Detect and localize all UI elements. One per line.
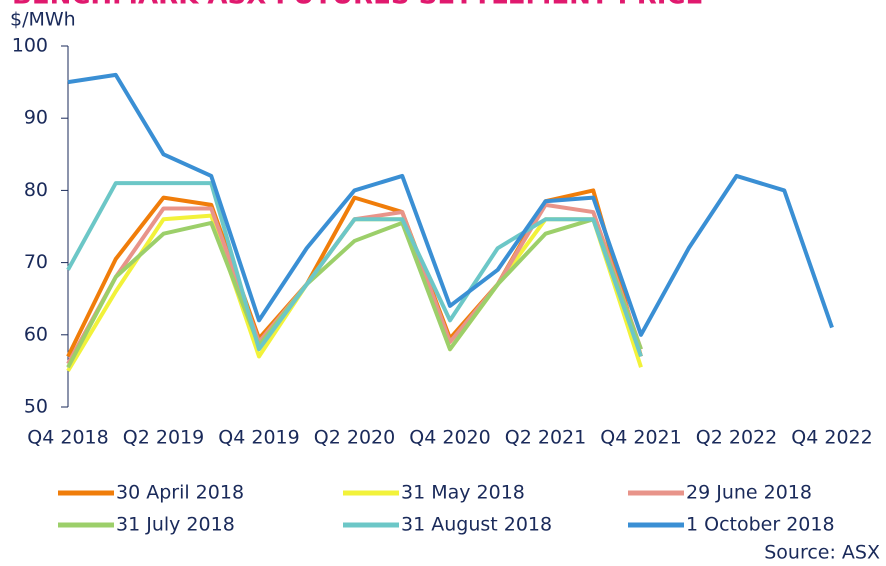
x-tick-label: Q4 2019 — [218, 427, 299, 449]
y-tick-label: 100 — [12, 35, 48, 57]
legend-label: 31 July 2018 — [116, 514, 235, 536]
y-tick-label: 60 — [24, 323, 48, 345]
legend-label: 30 April 2018 — [116, 482, 244, 504]
line — [66, 181, 643, 358]
legend-label: 31 August 2018 — [401, 514, 552, 536]
x-tick-label: Q2 2021 — [505, 427, 586, 449]
x-tick-label: Q4 2018 — [27, 427, 108, 449]
y-axis-label: $/MWh — [10, 9, 76, 31]
y-tick-label: 50 — [24, 396, 48, 418]
legend-label: 31 May 2018 — [401, 482, 525, 504]
y-tick-label: 80 — [24, 179, 48, 201]
x-tick-label: Q2 2019 — [123, 427, 204, 449]
x-tick-label: Q2 2022 — [696, 427, 777, 449]
line — [66, 188, 643, 358]
x-tick-label: Q2 2020 — [314, 427, 395, 449]
line — [67, 72, 834, 337]
y-tick-label: 70 — [24, 251, 48, 273]
legend-label: 29 June 2018 — [686, 482, 812, 504]
x-tick-label: Q4 2021 — [600, 427, 681, 449]
x-tick-label: Q4 2020 — [409, 427, 490, 449]
y-tick-label: 90 — [24, 107, 48, 129]
source: Source: ASX — [764, 542, 880, 564]
x-tick-label: Q4 2022 — [791, 427, 872, 449]
chart-title: BENCHMARK ASX FUTURES SETTLEMENT PRICE — [12, 0, 703, 11]
legend-label: 1 October 2018 — [686, 514, 835, 536]
line — [66, 217, 643, 369]
line — [66, 202, 643, 365]
